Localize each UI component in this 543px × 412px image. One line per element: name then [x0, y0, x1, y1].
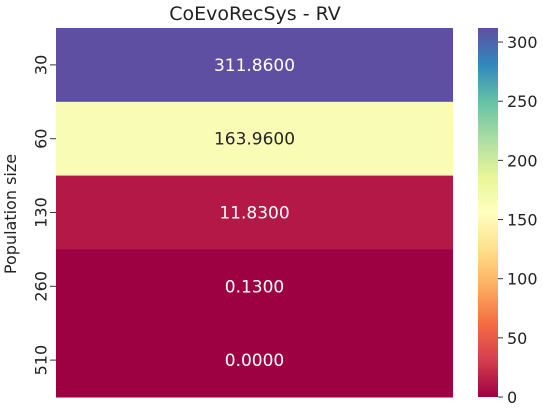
heatmap-cell: [56, 101, 453, 177]
colorbar-tick-label: 200: [507, 151, 538, 170]
cell-value-label: 311.8600: [214, 56, 295, 76]
heatmap-cell: [56, 323, 453, 398]
row-tick-labels: 30 60 130 260 510: [32, 55, 56, 376]
row-tick-label: 260: [32, 271, 51, 302]
colorbar-tick-label: 100: [507, 270, 538, 289]
colorbar-tick-label: 250: [507, 92, 538, 111]
row-tick-label: 510: [32, 345, 51, 376]
colorbar-tick-label: 0: [507, 388, 517, 407]
heatmap-cells: 311.8600 163.9600 11.8300 0.1300 0.0000: [56, 28, 453, 398]
cell-value-label: 163.9600: [214, 130, 295, 150]
chart-title: CoEvoRecSys - RV: [169, 3, 341, 25]
colorbar-tick-label: 150: [507, 211, 538, 230]
y-axis-label: Population size: [1, 154, 20, 274]
heatmap-cell: [56, 175, 453, 250]
heatmap-cell: [56, 28, 453, 103]
row-tick-label: 60: [32, 129, 51, 149]
colorbar-ticks: 0 50 100 150 200 250 300: [498, 33, 538, 407]
row-tick-label: 130: [32, 197, 51, 228]
row-tick-label: 30: [32, 55, 51, 75]
cell-value-label: 0.0000: [225, 351, 284, 371]
heatmap-cell: [56, 249, 453, 324]
colorbar: [478, 28, 498, 397]
colorbar-tick-label: 300: [507, 33, 538, 52]
colorbar-tick-label: 50: [507, 329, 527, 348]
cell-value-label: 0.1300: [225, 277, 284, 297]
cell-value-label: 11.8300: [219, 204, 289, 224]
